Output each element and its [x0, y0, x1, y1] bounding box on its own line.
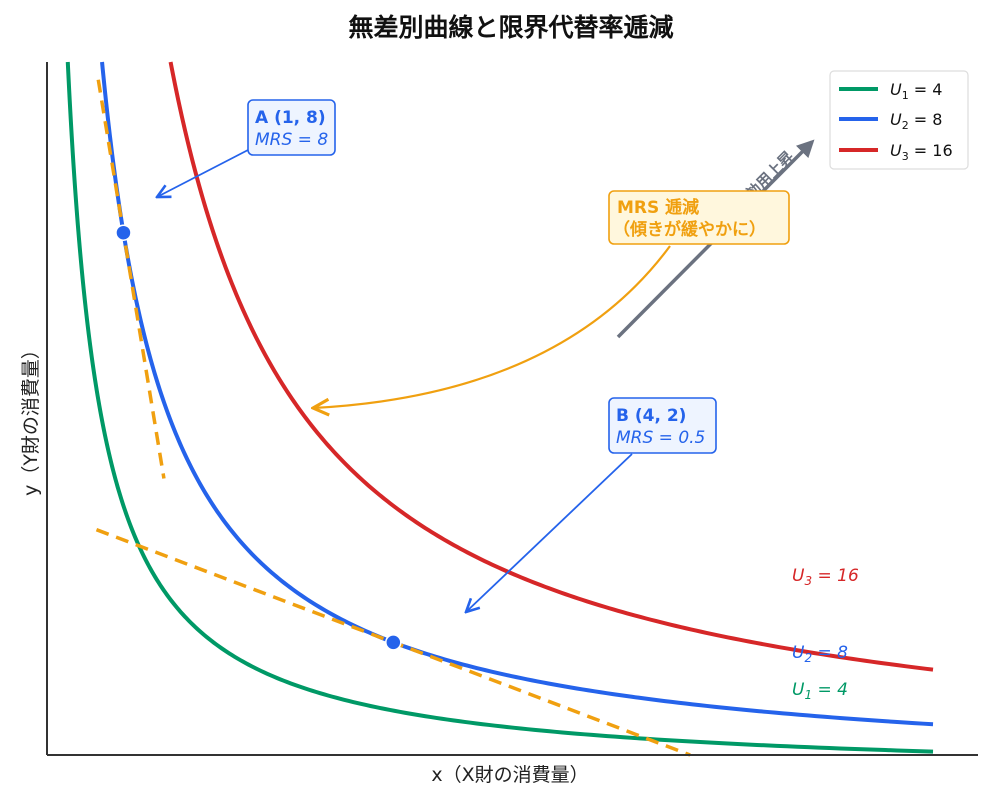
x-axis-label: x（X財の消費量）	[431, 764, 588, 786]
tangent-line-a	[96, 79, 166, 479]
curve-u3	[168, 61, 934, 672]
point-b	[385, 634, 402, 651]
point-a-box: A (1, 8) MRS = 8	[247, 99, 336, 156]
mrs-annotation-box: MRS 逓減 （傾きが緩やかに）	[608, 190, 790, 245]
curve-label-u3: U3 = 16	[792, 566, 859, 588]
point-b-mrs: MRS = 0.5	[616, 428, 705, 448]
point-b-arrow	[466, 453, 633, 612]
mrs-arrow	[313, 245, 671, 408]
curve-label-u2: U2 = 8	[792, 643, 848, 665]
point-b-box: B (4, 2) MRS = 0.5	[608, 397, 717, 454]
point-a-label: A (1, 8)	[255, 108, 326, 128]
curve-labels: U3 = 16 U2 = 8 U1 = 4	[792, 566, 859, 702]
points-layer	[115, 224, 402, 651]
curve-label-u1: U1 = 4	[792, 680, 848, 702]
legend: U1 = 4 U2 = 8 U3 = 16	[829, 70, 969, 170]
y-axis-label: y（Y財の消費量）	[20, 340, 42, 496]
tangents-layer	[95, 79, 691, 757]
point-b-label: B (4, 2)	[616, 406, 686, 426]
curve-u1	[65, 61, 934, 754]
legend-entry-u2: U2 = 8	[890, 110, 942, 132]
point-a	[115, 224, 132, 241]
curves-layer	[65, 61, 934, 754]
chart-title: 無差別曲線と限界代替率逓減	[348, 13, 673, 42]
plot-area	[65, 61, 934, 757]
mrs-line2: （傾きが緩やかに）	[613, 219, 766, 240]
point-a-mrs: MRS = 8	[255, 130, 328, 150]
mrs-line1: MRS 逓減	[617, 197, 699, 218]
legend-entry-u1: U1 = 4	[890, 80, 942, 102]
point-a-arrow	[157, 149, 249, 197]
curve-u2	[100, 61, 934, 727]
legend-entry-u3: U3 = 16	[890, 141, 953, 163]
